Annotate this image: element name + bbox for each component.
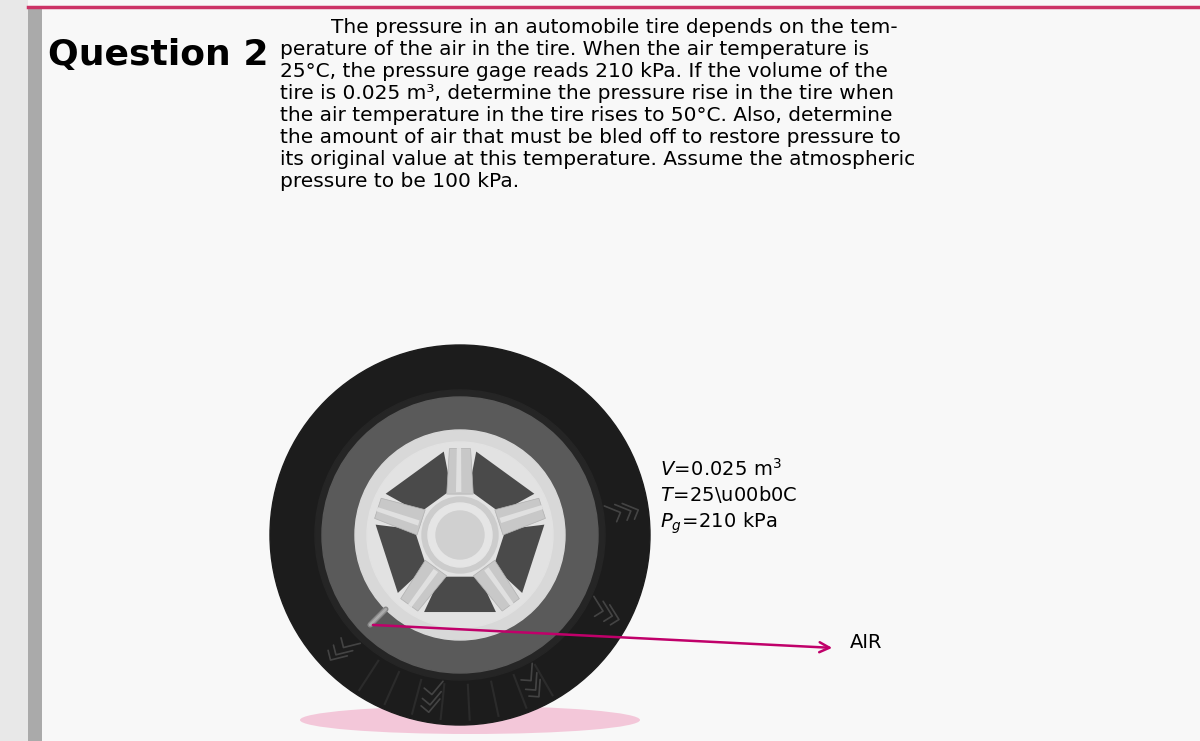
- Text: pressure to be 100 kPa.: pressure to be 100 kPa.: [280, 172, 520, 191]
- Text: its original value at this temperature. Assume the atmospheric: its original value at this temperature. …: [280, 150, 916, 169]
- Polygon shape: [456, 448, 461, 492]
- Polygon shape: [408, 569, 438, 607]
- Polygon shape: [473, 560, 520, 611]
- Ellipse shape: [300, 706, 640, 734]
- Polygon shape: [377, 507, 420, 525]
- Polygon shape: [374, 498, 425, 535]
- Circle shape: [436, 511, 484, 559]
- Text: $V\!=\!0.025\ \mathrm{m}^3$: $V\!=\!0.025\ \mathrm{m}^3$: [660, 458, 782, 480]
- Polygon shape: [376, 525, 426, 593]
- Polygon shape: [424, 576, 496, 612]
- Circle shape: [422, 497, 498, 573]
- Text: The pressure in an automobile tire depends on the tem-: The pressure in an automobile tire depen…: [280, 18, 898, 37]
- Text: 25°C, the pressure gage reads 210 kPa. If the volume of the: 25°C, the pressure gage reads 210 kPa. I…: [280, 62, 888, 81]
- Circle shape: [322, 397, 598, 673]
- Polygon shape: [401, 560, 446, 611]
- Polygon shape: [385, 451, 451, 513]
- Text: tire is 0.025 m³, determine the pressure rise in the tire when: tire is 0.025 m³, determine the pressure…: [280, 84, 894, 103]
- Polygon shape: [493, 525, 545, 593]
- Text: the amount of air that must be bled off to restore pressure to: the amount of air that must be bled off …: [280, 128, 901, 147]
- Text: $T\!=\!25$\u00b0C: $T\!=\!25$\u00b0C: [660, 484, 798, 505]
- Polygon shape: [484, 568, 514, 606]
- Text: $P_g\!=\!210\ \mathrm{kPa}$: $P_g\!=\!210\ \mathrm{kPa}$: [660, 510, 778, 536]
- Text: Question 2: Question 2: [48, 38, 269, 72]
- Polygon shape: [499, 505, 544, 523]
- Bar: [28, 7, 42, 741]
- Circle shape: [314, 390, 605, 680]
- Polygon shape: [469, 451, 534, 513]
- Polygon shape: [494, 498, 546, 535]
- Text: the air temperature in the tire rises to 50°C. Also, determine: the air temperature in the tire rises to…: [280, 106, 893, 125]
- Circle shape: [367, 442, 553, 628]
- Circle shape: [428, 503, 492, 567]
- Text: AIR: AIR: [850, 634, 882, 653]
- Circle shape: [355, 430, 565, 640]
- Polygon shape: [446, 448, 473, 494]
- Circle shape: [270, 345, 650, 725]
- Text: perature of the air in the tire. When the air temperature is: perature of the air in the tire. When th…: [280, 40, 869, 59]
